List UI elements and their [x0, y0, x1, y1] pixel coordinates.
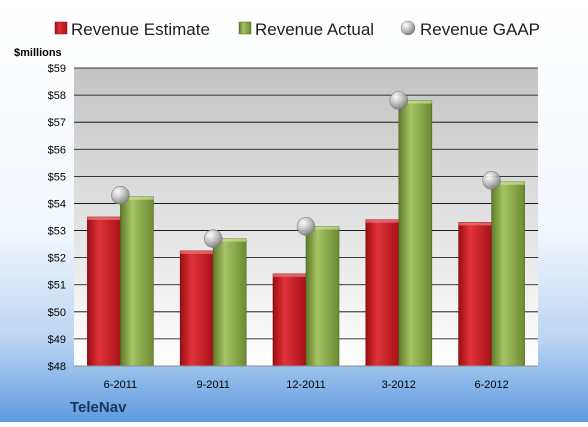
y-tick-labels: $48 $49 $50 $51 $52 $53 $54 $55 $56 $57 $58 $59	[48, 63, 66, 373]
bar-top-highlight	[120, 196, 154, 200]
bar-top-highlight	[306, 226, 339, 230]
legend-label-actual: Revenue Actual	[255, 20, 374, 39]
bar-top-highlight	[180, 250, 214, 254]
bar-top-highlight	[273, 273, 306, 277]
bar-revenue-actual	[120, 196, 154, 367]
legend-swatch-estimate	[54, 21, 68, 35]
bar-revenue-actual	[398, 100, 433, 367]
x-tick-label: 3-2012	[382, 379, 416, 391]
x-tick-label: 12-2011	[286, 379, 326, 391]
y-tick-label: $49	[48, 334, 66, 346]
bar-revenue-estimate	[87, 216, 121, 367]
bars-layer	[87, 100, 525, 367]
legend-swatch-gaap	[400, 20, 416, 36]
marker-revenue-gaap	[296, 217, 316, 236]
x-tick-label: 6-2011	[104, 379, 137, 391]
bar-revenue-actual	[491, 181, 525, 367]
y-tick-label: $48	[48, 361, 66, 373]
legend: Revenue Estimate Revenue Actual Revenue …	[54, 20, 540, 39]
bar-revenue-estimate	[272, 273, 307, 367]
marker-revenue-gaap	[111, 186, 130, 205]
x-tick-labels: 6-2011 9-2011 12-2011 3-2012 6-2012	[104, 379, 509, 391]
bar-top-highlight	[365, 219, 399, 223]
y-tick-label: $55	[48, 171, 66, 183]
y-tick-label: $54	[48, 198, 66, 210]
marker-revenue-gaap	[203, 229, 223, 248]
x-tick-label: 9-2011	[196, 379, 229, 391]
company-label: TeleNav	[70, 399, 127, 416]
y-tick-label: $58	[48, 90, 66, 102]
y-tick-label: $50	[48, 307, 66, 319]
legend-label-estimate: Revenue Estimate	[71, 20, 210, 39]
bar-revenue-estimate	[179, 250, 214, 367]
y-tick-label: $51	[48, 280, 66, 292]
bar-revenue-estimate	[458, 222, 492, 367]
marker-revenue-gaap	[482, 171, 501, 190]
marker-revenue-gaap	[389, 91, 409, 110]
y-tick-label: $53	[48, 226, 66, 238]
bar-top-highlight	[398, 100, 432, 104]
gaap-markers-layer	[111, 91, 501, 248]
y-tick-label: $56	[48, 144, 66, 156]
bar-top-highlight	[87, 217, 121, 220]
unit-label: $millions	[14, 47, 62, 59]
bar-revenue-estimate	[365, 219, 400, 367]
legend-label-gaap: Revenue GAAP	[420, 20, 540, 39]
legend-item-estimate: Revenue Estimate	[54, 20, 210, 39]
y-tick-label: $57	[48, 117, 66, 129]
legend-swatch-actual	[238, 21, 252, 35]
bar-top-highlight	[491, 181, 525, 185]
x-tick-label: 6-2012	[474, 379, 508, 391]
bar-top-highlight	[458, 222, 492, 226]
bar-revenue-actual	[305, 226, 340, 367]
legend-item-gaap: Revenue GAAP	[400, 20, 540, 39]
y-tick-label: $52	[48, 253, 66, 265]
bar-revenue-actual	[212, 238, 247, 367]
bar-top-highlight	[213, 238, 247, 242]
y-tick-label: $59	[48, 63, 66, 75]
legend-item-actual: Revenue Actual	[238, 20, 374, 39]
